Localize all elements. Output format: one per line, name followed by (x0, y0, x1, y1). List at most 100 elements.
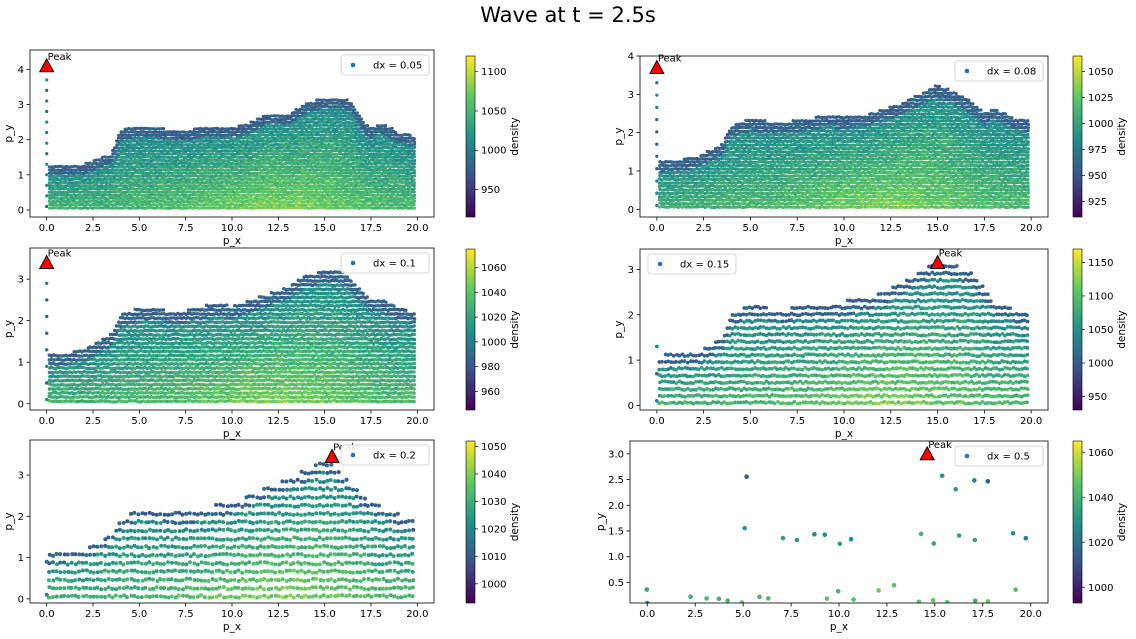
particle (255, 168, 259, 172)
colorbar-tick-label: 950 (481, 185, 500, 196)
particle (80, 168, 84, 172)
particle (308, 174, 312, 178)
legend-label: dx = 0.05 (373, 61, 422, 72)
particle (108, 206, 113, 210)
particle (239, 124, 243, 128)
particle (108, 183, 112, 187)
particle (325, 206, 329, 210)
particle (269, 139, 274, 143)
particle (115, 202, 119, 206)
particle (129, 186, 133, 191)
particle (284, 168, 288, 172)
particle (300, 124, 304, 128)
particle (412, 202, 416, 206)
particle (288, 183, 292, 187)
particle (94, 203, 98, 207)
particle (265, 193, 269, 197)
particle (235, 155, 239, 159)
colorbar-label: density (509, 117, 521, 156)
particle (184, 193, 188, 198)
particle (168, 197, 172, 201)
particle (316, 137, 320, 141)
particle (106, 161, 110, 165)
particle (165, 133, 170, 137)
particle (145, 164, 149, 168)
particle (233, 133, 237, 137)
particle (169, 140, 174, 144)
particle (204, 171, 208, 175)
particle (100, 162, 104, 166)
particle (257, 149, 261, 153)
particle (314, 114, 318, 118)
particle (104, 193, 108, 197)
particle (190, 168, 194, 172)
particle (284, 120, 288, 124)
particle (57, 174, 62, 178)
particle (359, 117, 363, 121)
particle (314, 199, 318, 203)
particle (210, 143, 215, 147)
particle (135, 126, 139, 130)
particle (178, 149, 182, 153)
particle (167, 152, 172, 156)
particle (159, 158, 163, 163)
particle (153, 196, 157, 200)
y-tick-label: 3 (18, 100, 24, 111)
particle (135, 152, 139, 156)
particle (94, 158, 98, 162)
particle (292, 197, 296, 201)
particle (45, 99, 49, 103)
particle (133, 183, 137, 187)
particle (243, 193, 247, 198)
particle (306, 104, 310, 108)
particle (286, 136, 290, 140)
particle (155, 205, 159, 209)
particle (314, 124, 318, 128)
particle (45, 120, 49, 124)
particle (294, 181, 298, 185)
particle (45, 88, 49, 92)
particle (235, 203, 239, 207)
particle (261, 180, 265, 184)
particle (131, 193, 135, 197)
particle (208, 197, 212, 201)
particle (127, 146, 131, 150)
particle (157, 146, 161, 150)
particle (412, 149, 416, 153)
particle (100, 199, 104, 204)
particle (351, 105, 355, 109)
particle (224, 174, 229, 178)
particle (155, 177, 159, 181)
particle (302, 206, 306, 210)
particle (45, 173, 49, 177)
scatter-points (45, 78, 417, 210)
particle (255, 165, 259, 169)
particle (412, 155, 417, 159)
particle (57, 168, 62, 172)
particle (263, 120, 267, 124)
particle (314, 152, 318, 156)
particle (241, 178, 245, 182)
particle (159, 127, 163, 131)
particle (51, 184, 56, 188)
particle (53, 190, 58, 194)
particle (214, 149, 218, 153)
particle (296, 193, 300, 197)
particle (145, 146, 149, 150)
particle (247, 136, 251, 140)
particle (288, 206, 292, 210)
particle (62, 196, 66, 200)
particle (221, 184, 225, 188)
particle (194, 162, 198, 166)
particle (184, 187, 188, 191)
particle (202, 193, 206, 197)
particle (137, 161, 141, 165)
particle (272, 206, 276, 210)
particle (192, 171, 196, 175)
particle (310, 165, 314, 169)
particle (137, 171, 141, 175)
particle (180, 159, 184, 163)
particle (220, 171, 225, 175)
particle (280, 127, 284, 131)
particle (127, 152, 131, 156)
